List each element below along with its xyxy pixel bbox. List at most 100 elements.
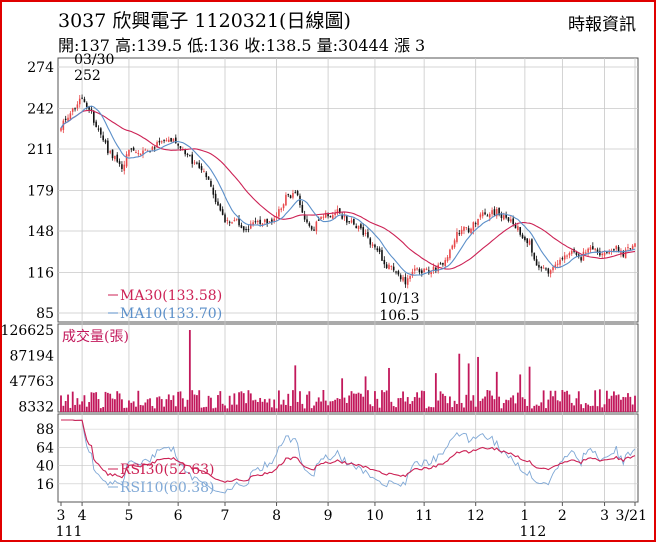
candle-body (149, 151, 151, 153)
candle-body (570, 250, 573, 254)
volume-bar (458, 353, 461, 412)
volume-bar (542, 390, 545, 412)
candle-body (264, 219, 266, 222)
candle-body (191, 154, 193, 164)
volume-bar (563, 391, 566, 412)
candle-body (413, 268, 416, 271)
candle-body (102, 135, 104, 141)
candle-body (559, 259, 561, 265)
candle-body (423, 268, 425, 273)
volume-bar (500, 408, 503, 412)
volume-bar (526, 405, 529, 412)
volume-bar (367, 390, 369, 412)
volume-bar (327, 405, 329, 412)
candle-body (622, 252, 625, 257)
volume-bar (235, 404, 238, 412)
candle-body (123, 164, 126, 171)
candle-body (528, 240, 531, 245)
volume-bar (205, 406, 208, 412)
volume-bar (470, 400, 472, 412)
candle-body (308, 223, 311, 226)
candle-body (296, 191, 299, 196)
volume-bar (538, 405, 540, 412)
volume-bar (177, 391, 180, 412)
volume-bar (629, 396, 632, 412)
volume-bar (254, 399, 257, 412)
candle-body (336, 209, 339, 214)
volume-bar (573, 405, 575, 412)
volume-bar (78, 404, 81, 412)
price-annotation: 10/13 (379, 291, 419, 307)
candle-body (624, 249, 627, 259)
candle-body (357, 225, 360, 229)
candle-body (128, 150, 130, 157)
volume-bar (184, 406, 187, 412)
candle-body (210, 181, 212, 187)
volume-bar (587, 404, 590, 412)
volume-bar (92, 392, 95, 412)
volume-bar (130, 402, 133, 412)
candle-body (390, 265, 393, 267)
volume-bar (85, 406, 88, 412)
candle-body (268, 221, 271, 223)
volume-bar (364, 376, 367, 412)
volume-bar (261, 401, 264, 412)
volume-bar (99, 408, 102, 412)
candle-body (67, 117, 69, 121)
volume-bar (395, 407, 397, 412)
volume-bar (622, 396, 625, 412)
candle-body (545, 268, 547, 270)
candle-body (439, 263, 442, 265)
volume-bar (135, 406, 137, 412)
volume-bar (287, 393, 290, 412)
candle-body (315, 221, 318, 232)
volume-bar (392, 406, 395, 412)
candle-body (444, 260, 447, 267)
candle-body (90, 109, 93, 111)
candle-body (554, 264, 557, 268)
candle-body (151, 146, 154, 150)
candle-body (519, 227, 521, 235)
candle-body (121, 164, 123, 169)
candle-body (139, 153, 142, 155)
candle-body (233, 220, 236, 222)
candle-body (167, 139, 170, 142)
candle-body (273, 218, 275, 222)
volume-bar (617, 394, 620, 412)
volume-bar (167, 394, 170, 412)
volume-bar (456, 403, 458, 412)
volume-bar (149, 398, 151, 412)
candle-body (142, 150, 144, 155)
price-tick-label: 85 (36, 306, 54, 322)
price-annotation: 106.5 (379, 308, 419, 324)
volume-bar (598, 389, 601, 412)
candle-body (549, 270, 552, 274)
volume-bar (411, 401, 414, 412)
candle-body (205, 172, 208, 178)
volume-bar (624, 397, 627, 412)
volume-bar (111, 398, 114, 412)
volume-bar (582, 408, 585, 412)
volume-bar (308, 391, 311, 412)
volume-bar (491, 395, 493, 412)
candle-body (568, 253, 571, 256)
candle-body (177, 143, 179, 146)
candle-body (350, 220, 353, 223)
volume-bar (416, 392, 419, 412)
volume-title: 成交量(張) (62, 328, 129, 345)
volume-bar (535, 404, 538, 412)
candle-body (60, 128, 62, 131)
volume-bar (195, 395, 198, 412)
volume-bar (207, 395, 210, 412)
candle-body (449, 249, 451, 259)
candle-body (343, 214, 346, 218)
volume-bar (545, 408, 547, 412)
candle-body (301, 204, 304, 213)
candle-body (561, 258, 564, 260)
candle-body (83, 98, 86, 103)
volume-bar (294, 365, 297, 412)
volume-bar (210, 397, 212, 412)
candle-body (477, 218, 479, 225)
rsi-panel (57, 413, 639, 503)
volume-bar (285, 404, 287, 412)
